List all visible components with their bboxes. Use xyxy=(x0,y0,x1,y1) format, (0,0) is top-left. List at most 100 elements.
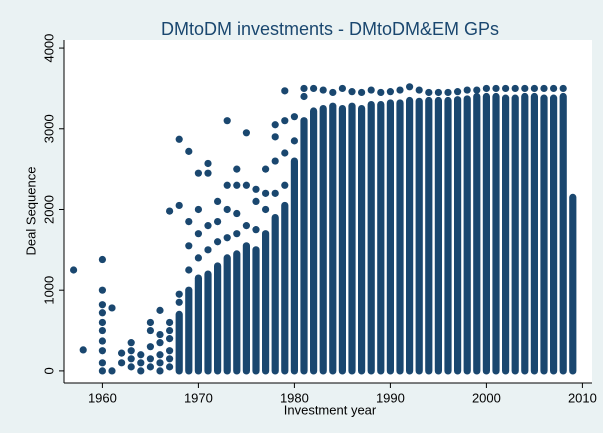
point xyxy=(511,84,519,93)
point xyxy=(127,355,135,363)
dot-column xyxy=(329,102,337,375)
y-tick-label: 2000 xyxy=(41,195,56,224)
point xyxy=(166,347,174,355)
point xyxy=(194,169,202,177)
point xyxy=(214,197,222,206)
point xyxy=(492,84,500,93)
point xyxy=(70,266,78,274)
point xyxy=(98,301,106,309)
point xyxy=(98,367,106,375)
point xyxy=(377,88,385,97)
point xyxy=(166,363,174,371)
point xyxy=(329,88,337,97)
point xyxy=(185,266,193,274)
dot-column xyxy=(406,96,414,375)
point xyxy=(175,135,183,143)
point xyxy=(194,230,202,238)
point xyxy=(194,254,202,262)
dot-column xyxy=(377,100,385,375)
point xyxy=(185,217,193,226)
y-tick-label: 1000 xyxy=(41,276,56,305)
dot-column xyxy=(281,201,289,375)
x-tick-label: 1960 xyxy=(88,390,117,405)
point xyxy=(252,185,260,193)
dot-column xyxy=(214,262,222,375)
point xyxy=(348,88,356,96)
point xyxy=(204,169,212,177)
dot-column xyxy=(223,254,231,375)
point xyxy=(146,363,154,371)
point xyxy=(242,222,250,230)
point xyxy=(233,165,241,173)
dot-column xyxy=(204,270,212,375)
x-tick-label: 1980 xyxy=(280,390,309,405)
point xyxy=(482,84,490,93)
point xyxy=(204,246,212,254)
dot-column xyxy=(175,310,183,375)
point xyxy=(185,242,193,250)
point xyxy=(156,359,164,367)
dot-column xyxy=(569,193,577,375)
point xyxy=(271,133,279,141)
dot-column xyxy=(454,96,462,375)
dot-column xyxy=(319,105,327,375)
dot-column xyxy=(550,94,558,375)
x-tick-label: 2010 xyxy=(568,390,597,405)
point xyxy=(223,234,231,242)
point xyxy=(502,84,510,93)
point xyxy=(118,349,126,357)
point xyxy=(146,318,154,327)
dot-column xyxy=(338,105,346,375)
point xyxy=(463,86,471,94)
point xyxy=(156,339,164,347)
dot-column xyxy=(185,286,193,375)
dot-column xyxy=(511,94,519,375)
dot-column xyxy=(262,230,270,375)
dot-column xyxy=(434,96,442,375)
x-tick-label: 1970 xyxy=(184,390,213,405)
point xyxy=(367,86,375,94)
point xyxy=(281,149,289,157)
point xyxy=(310,84,318,93)
point xyxy=(252,226,260,234)
point xyxy=(434,88,442,97)
point xyxy=(204,222,212,230)
point xyxy=(396,86,404,94)
point xyxy=(473,86,481,94)
dot-column xyxy=(300,117,308,375)
point xyxy=(214,217,222,226)
point xyxy=(300,84,308,93)
dot-column xyxy=(242,242,250,375)
point xyxy=(281,181,289,189)
point xyxy=(146,326,154,335)
point xyxy=(454,88,462,96)
point xyxy=(281,117,289,125)
point xyxy=(233,181,241,189)
point xyxy=(166,318,174,327)
dot-column xyxy=(194,274,202,375)
dot-column xyxy=(502,94,510,375)
dot-column xyxy=(271,213,279,375)
point xyxy=(252,197,260,206)
point xyxy=(223,181,231,189)
point xyxy=(79,346,87,354)
chart-title: DMtoDM investments - DMtoDM&EM GPs xyxy=(161,19,499,39)
point xyxy=(108,367,116,375)
dot-column xyxy=(396,99,404,375)
point xyxy=(271,189,279,197)
point xyxy=(262,189,270,197)
point xyxy=(166,207,174,215)
dot-column xyxy=(482,92,490,375)
point xyxy=(98,286,106,294)
y-tick-label: 4000 xyxy=(41,34,56,63)
point xyxy=(118,359,126,367)
point xyxy=(406,83,414,91)
point xyxy=(156,330,164,339)
point xyxy=(338,84,346,93)
point xyxy=(137,359,145,367)
point xyxy=(262,165,270,173)
point xyxy=(166,355,174,363)
point xyxy=(559,84,567,93)
point xyxy=(98,255,106,264)
dot-column xyxy=(530,92,538,375)
